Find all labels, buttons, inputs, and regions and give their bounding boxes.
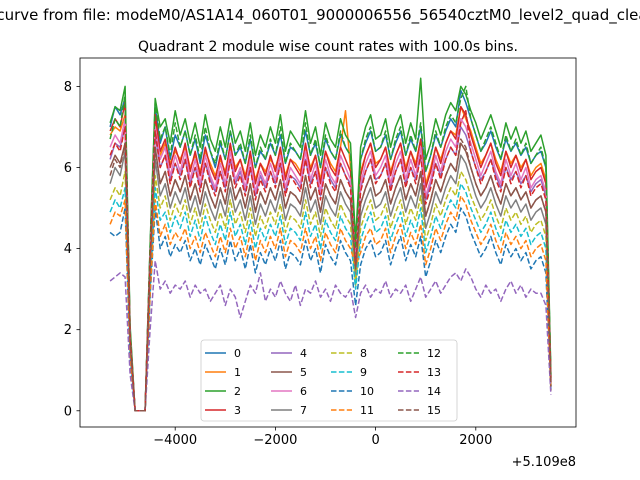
- legend-label-10: 10: [360, 385, 374, 398]
- legend-label-14: 14: [427, 385, 441, 398]
- series-line-7: [109, 150, 552, 412]
- legend-label-15: 15: [427, 404, 441, 417]
- legend-label-2: 2: [234, 385, 241, 398]
- legend-label-5: 5: [300, 366, 307, 379]
- x-tick-label: 0: [371, 433, 379, 448]
- axes-frame: [79, 57, 577, 428]
- y-tick-label: 4: [64, 242, 72, 257]
- series-line-3: [109, 101, 552, 412]
- legend-label-6: 6: [300, 385, 307, 398]
- legend-label-12: 12: [427, 347, 441, 360]
- y-tick-label: 0: [64, 404, 72, 419]
- series-line-6: [109, 118, 552, 412]
- x-offset-label: +5.109e8: [512, 455, 576, 470]
- y-tick-label: 6: [64, 161, 72, 176]
- series-line-12: [109, 85, 552, 412]
- legend-label-8: 8: [360, 347, 367, 360]
- y-axis-ticks: 0 2 4 6 8: [64, 80, 80, 419]
- chart-title: Quadrant 2 module wise count rates with …: [138, 39, 518, 55]
- legend-label-11: 11: [360, 404, 374, 417]
- series-line-10: [109, 207, 552, 412]
- series-line-15: [109, 138, 552, 412]
- series-line-13: [109, 109, 552, 412]
- legend-label-3: 3: [234, 404, 241, 417]
- x-axis-ticks: −4000 −2000 0 2000: [153, 427, 492, 448]
- y-tick-label: 8: [64, 80, 72, 95]
- legend-label-0: 0: [234, 347, 241, 360]
- series-line-11: [109, 195, 552, 412]
- series-line-14: [109, 259, 552, 412]
- x-tick-label: −4000: [153, 433, 197, 448]
- y-tick-label: 2: [64, 323, 72, 338]
- legend-label-1: 1: [234, 366, 241, 379]
- x-tick-label: −2000: [253, 433, 297, 448]
- legend-label-9: 9: [360, 366, 367, 379]
- series-line-8: [109, 170, 552, 412]
- series-line-9: [109, 182, 552, 412]
- legend-box: [200, 339, 458, 422]
- x-tick-label: 2000: [459, 433, 492, 448]
- legend-label-4: 4: [300, 347, 307, 360]
- series-line-2: [109, 77, 552, 412]
- legend-label-13: 13: [427, 366, 441, 379]
- chart-suptitle: Light curve from file: modeM0/AS1A14_060…: [0, 6, 640, 25]
- legend-label-7: 7: [300, 404, 307, 417]
- series-lines: [109, 77, 552, 412]
